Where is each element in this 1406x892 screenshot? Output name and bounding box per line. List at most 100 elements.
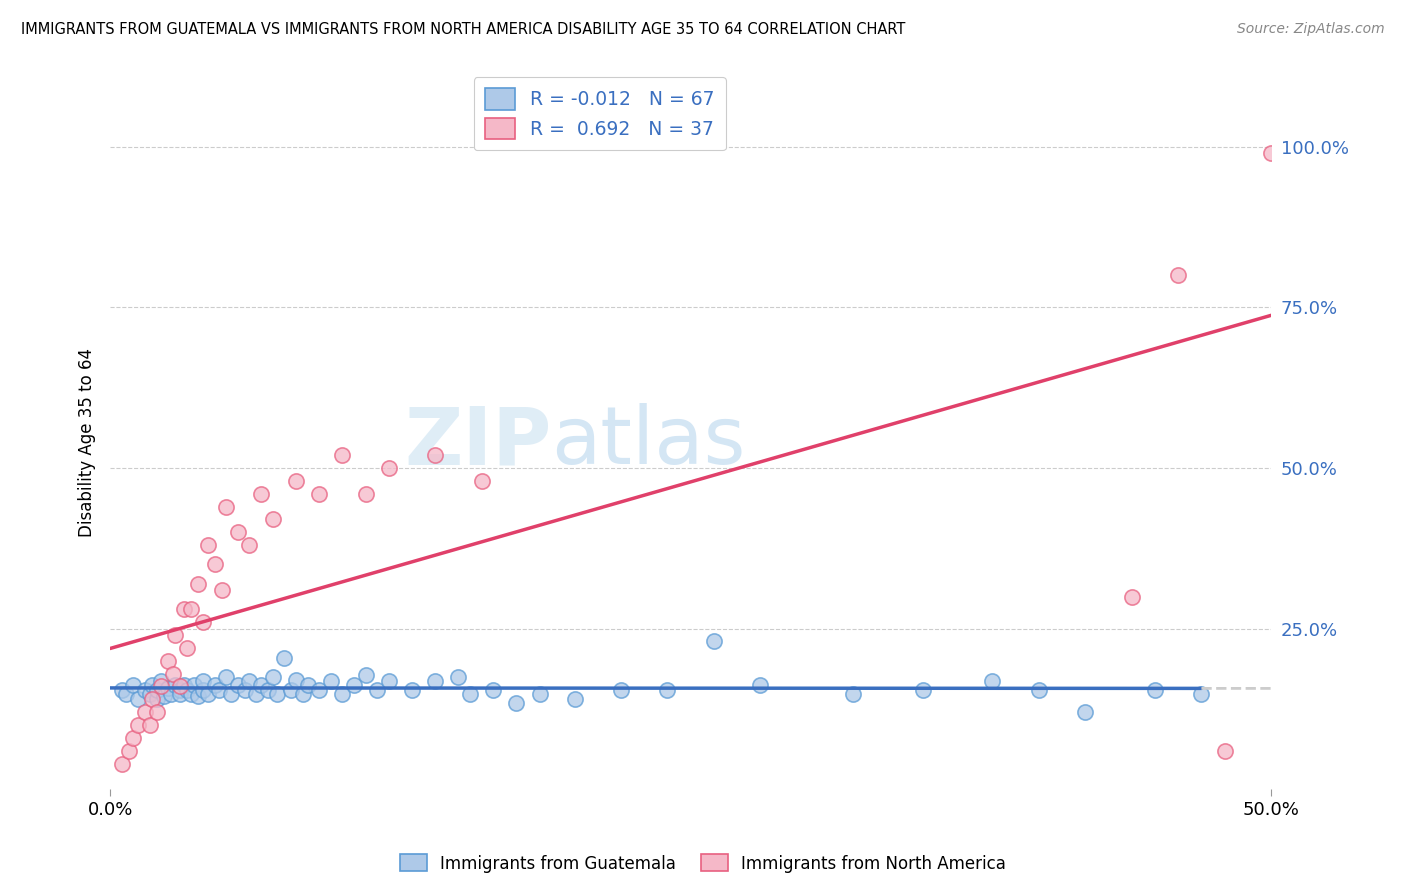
- Point: [191, 682, 214, 697]
- Point: [204, 558, 226, 572]
- Point: [226, 678, 249, 692]
- Point: [169, 687, 191, 701]
- Text: IMMIGRANTS FROM GUATEMALA VS IMMIGRANTS FROM NORTH AMERICA DISABILITY AGE 35 TO : IMMIGRANTS FROM GUATEMALA VS IMMIGRANTS …: [21, 22, 905, 37]
- Point: [204, 678, 226, 692]
- Point: [447, 670, 470, 684]
- Point: [471, 474, 494, 488]
- Point: [187, 576, 209, 591]
- Point: [238, 674, 260, 689]
- Point: [505, 696, 527, 710]
- Point: [127, 718, 149, 732]
- Point: [284, 474, 307, 488]
- Point: [610, 682, 633, 697]
- Point: [482, 682, 505, 697]
- Point: [134, 682, 156, 697]
- Point: [1028, 682, 1050, 697]
- Point: [226, 525, 249, 540]
- Point: [425, 448, 447, 462]
- Point: [308, 682, 330, 697]
- Point: [134, 705, 156, 719]
- Point: [159, 687, 181, 701]
- Point: [262, 670, 284, 684]
- Point: [122, 678, 145, 692]
- Point: [157, 654, 180, 668]
- Point: [657, 682, 679, 697]
- Point: [115, 687, 138, 701]
- Point: [141, 678, 163, 692]
- Point: [141, 692, 163, 706]
- Point: [233, 682, 256, 697]
- Point: [238, 538, 260, 552]
- Point: [111, 756, 134, 771]
- Point: [262, 512, 284, 526]
- Point: [1260, 146, 1282, 161]
- Point: [118, 744, 141, 758]
- Point: [291, 687, 314, 701]
- Point: [157, 681, 180, 695]
- Point: [145, 705, 167, 719]
- Point: [842, 687, 865, 701]
- Point: [308, 487, 330, 501]
- Point: [191, 674, 214, 689]
- Point: [152, 689, 174, 703]
- Point: [208, 682, 231, 697]
- Point: [297, 678, 319, 692]
- Point: [197, 538, 219, 552]
- Point: [165, 678, 187, 692]
- Point: [176, 640, 198, 655]
- Point: [180, 602, 202, 616]
- Point: [354, 487, 377, 501]
- Point: [458, 687, 481, 701]
- Point: [1167, 268, 1189, 283]
- Point: [1143, 682, 1166, 697]
- Point: [145, 682, 167, 697]
- Point: [1121, 590, 1143, 604]
- Point: [354, 668, 377, 682]
- Point: [145, 692, 167, 706]
- Point: [425, 674, 447, 689]
- Point: [1213, 744, 1236, 758]
- Point: [378, 674, 401, 689]
- Point: [330, 448, 353, 462]
- Point: [749, 678, 772, 692]
- Point: [280, 682, 302, 697]
- Point: [191, 615, 214, 630]
- Point: [150, 680, 173, 694]
- Point: [211, 583, 233, 598]
- Point: [122, 731, 145, 745]
- Point: [150, 674, 173, 689]
- Point: [401, 682, 423, 697]
- Y-axis label: Disability Age 35 to 64: Disability Age 35 to 64: [79, 348, 96, 537]
- Point: [1074, 705, 1097, 719]
- Point: [197, 687, 219, 701]
- Point: [215, 670, 238, 684]
- Text: atlas: atlas: [551, 403, 745, 482]
- Point: [273, 650, 295, 665]
- Point: [250, 487, 273, 501]
- Point: [319, 674, 342, 689]
- Point: [173, 602, 195, 616]
- Point: [180, 687, 202, 701]
- Point: [1191, 687, 1213, 701]
- Point: [257, 682, 280, 697]
- Point: [266, 687, 288, 701]
- Legend: Immigrants from Guatemala, Immigrants from North America: Immigrants from Guatemala, Immigrants fr…: [394, 847, 1012, 880]
- Point: [250, 678, 273, 692]
- Point: [564, 692, 586, 706]
- Point: [245, 687, 267, 701]
- Point: [173, 678, 195, 692]
- Point: [187, 689, 209, 703]
- Point: [169, 682, 191, 697]
- Legend: R = -0.012   N = 67, R =  0.692   N = 37: R = -0.012 N = 67, R = 0.692 N = 37: [474, 78, 725, 151]
- Point: [162, 666, 184, 681]
- Point: [911, 682, 934, 697]
- Point: [138, 687, 160, 701]
- Point: [330, 687, 353, 701]
- Point: [169, 680, 191, 694]
- Point: [366, 682, 388, 697]
- Point: [219, 687, 242, 701]
- Point: [284, 673, 307, 687]
- Point: [111, 682, 134, 697]
- Point: [529, 687, 551, 701]
- Point: [183, 678, 205, 692]
